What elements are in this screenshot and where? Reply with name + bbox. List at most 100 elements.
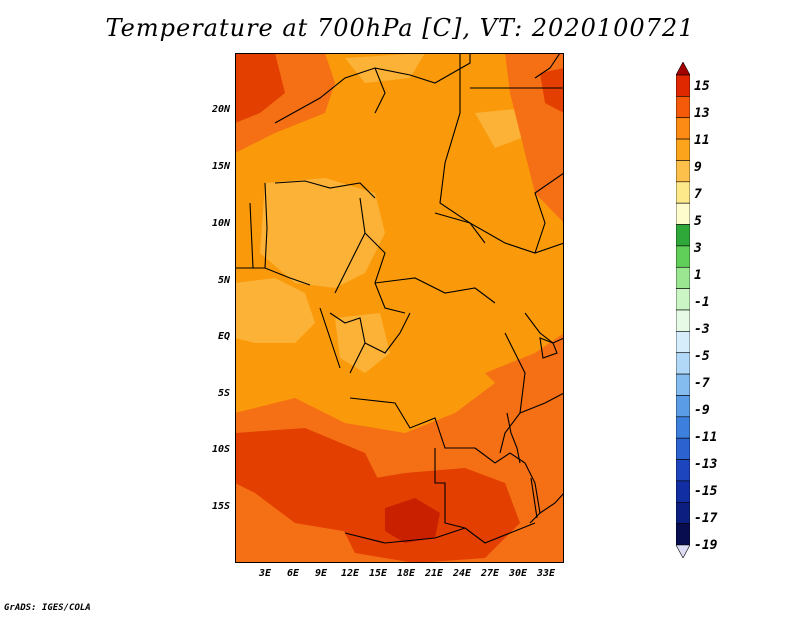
colorbar-label-m9: -9: [694, 403, 710, 418]
colorbar-segment-21: [676, 501, 690, 524]
x-tick-27e: 27E: [480, 568, 500, 579]
colorbar-segment-2: [676, 96, 690, 119]
chart-title: Temperature at 700hPa [C], VT: 202010072…: [105, 14, 695, 42]
colorbar-label-m13: -13: [694, 457, 718, 472]
border-chad-sudan: [439, 53, 486, 244]
border-congo-drc: [364, 312, 411, 354]
colorbar-segment-17: [676, 416, 690, 439]
colorbar-label-m19: -19: [694, 538, 718, 553]
colorbar-segment-13: [676, 331, 690, 354]
colorbar-label-m5: -5: [694, 349, 710, 364]
temperature-map: [235, 53, 564, 563]
border-lake-victoria: [539, 337, 558, 359]
x-tick-6e: 6E: [286, 568, 300, 579]
y-tick-15n: 15N: [211, 161, 230, 172]
contour-mild-coast: [235, 278, 315, 343]
colorbar-segment-19: [676, 459, 690, 482]
colorbar-segment-20: [676, 480, 690, 503]
x-tick-15e: 15E: [368, 568, 388, 579]
border-tanzania: [519, 392, 564, 414]
border-ethiopia: [534, 172, 564, 254]
border-west-coast: [235, 267, 311, 286]
colorbar-label-m3: -3: [694, 322, 710, 337]
border-zambia-drc: [474, 447, 526, 464]
colorbar-label-15: 15: [694, 79, 710, 94]
contour-hot-east: [540, 68, 564, 113]
border-gabon-coast: [319, 307, 341, 369]
x-tick-21e: 21E: [424, 568, 444, 579]
contour-hot-north: [235, 53, 285, 123]
colorbar-segment-3: [676, 117, 690, 140]
border-zambia-zimbabwe: [464, 522, 536, 544]
grads-credit: GrADS: IGES/COLA: [4, 603, 91, 613]
colorbar-segment-10: [676, 266, 690, 289]
border-libya-chad: [374, 53, 471, 84]
colorbar-segment-12: [676, 309, 690, 332]
x-tick-3e: 3E: [258, 568, 272, 579]
colorbar-segment-5: [676, 160, 690, 183]
contour-mild-center: [335, 313, 390, 373]
colorbar-segment-1: [676, 74, 690, 97]
x-tick-18e: 18E: [396, 568, 416, 579]
y-tick-10n: 10N: [211, 218, 230, 229]
colorbar-label-m15: -15: [694, 484, 718, 499]
border-lake-malawi: [530, 477, 538, 519]
x-tick-12e: 12E: [340, 568, 360, 579]
x-tick-9e: 9E: [314, 568, 328, 579]
country-borders: [235, 53, 564, 544]
colorbar-segment-4: [676, 138, 690, 161]
colorbar-label-7: 7: [694, 187, 702, 202]
colorbar-label-9: 9: [694, 160, 702, 175]
border-angola-drc: [349, 397, 475, 449]
y-tick-20n: 20N: [211, 104, 230, 115]
map-svg: [235, 53, 564, 563]
border-benin: [264, 182, 268, 269]
colorbar-label-m1: -1: [694, 295, 710, 310]
contour-warm-eastlakes: [485, 333, 564, 403]
colorbar-segment-14: [676, 352, 690, 375]
border-namibia: [344, 527, 466, 544]
colorbar-segment-22: [676, 523, 690, 546]
border-lake-tanganyika: [506, 412, 521, 464]
x-tick-24e: 24E: [452, 568, 472, 579]
border-nigeria-cameroon: [334, 197, 366, 294]
y-tick-15s: 15S: [211, 501, 230, 512]
border-togo: [249, 202, 254, 269]
border-uganda-kenya: [524, 312, 564, 344]
colorbar: [676, 62, 690, 558]
colorbar-segment-16: [676, 395, 690, 418]
colorbar-label-3: 3: [694, 241, 702, 256]
colorbar-bottom-arrow: [676, 544, 690, 558]
border-algeria-niger: [274, 67, 386, 124]
colorbar-label-m11: -11: [694, 430, 718, 445]
border-sudan-southsudan: [434, 212, 564, 254]
border-gabon-congo: [329, 312, 366, 374]
border-mozambique: [539, 492, 564, 514]
x-tick-30e: 30E: [508, 568, 528, 579]
y-tick-eq: EQ: [217, 331, 230, 342]
colorbar-label-11: 11: [694, 133, 710, 148]
colorbar-segment-18: [676, 437, 690, 460]
colorbar-label-m7: -7: [694, 376, 710, 391]
border-angola-zambia: [434, 448, 466, 529]
colorbar-label-5: 5: [694, 214, 702, 229]
border-malawi: [524, 462, 541, 524]
y-tick-5s: 5S: [217, 388, 230, 399]
colorbar-label-m17: -17: [694, 511, 718, 526]
contour-mild-northwest: [345, 53, 425, 83]
contour-darkest-core: [385, 498, 440, 543]
map-frame-border: [235, 53, 564, 563]
border-east-lakes: [499, 332, 526, 454]
colorbar-segment-11: [676, 288, 690, 311]
colorbar-segment-9: [676, 245, 690, 268]
x-tick-33e: 33E: [536, 568, 556, 579]
colorbar-segments: [676, 62, 690, 558]
border-red-sea-coast: [534, 53, 561, 79]
contour-mild-west: [260, 178, 385, 288]
colorbar-label-1: 1: [694, 268, 702, 283]
border-car-drc: [374, 277, 496, 304]
y-tick-5n: 5N: [217, 275, 230, 286]
colorbar-segment-7: [676, 202, 690, 225]
colorbar-label-13: 13: [694, 106, 710, 121]
colorbar-segment-8: [676, 224, 690, 247]
